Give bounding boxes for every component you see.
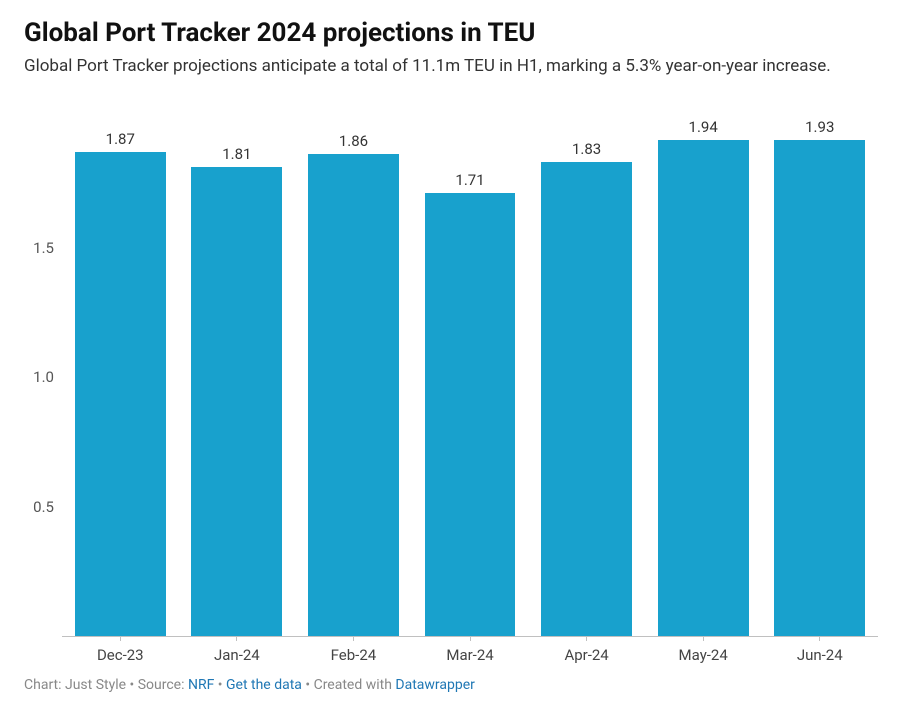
bar-rect — [541, 162, 632, 636]
x-tick-label: Mar-24 — [446, 646, 493, 664]
bar-slot: 1.83 Apr-24 — [528, 118, 645, 636]
footer-source-link[interactable]: NRF — [188, 677, 214, 693]
x-tick-label: May-24 — [679, 646, 728, 664]
y-tick-label: 1.5 — [33, 239, 62, 257]
bar-value-label: 1.93 — [805, 118, 834, 136]
x-tick-label: Apr-24 — [564, 646, 608, 664]
bar-rect — [75, 152, 166, 636]
bar-value-label: 1.87 — [106, 130, 135, 148]
x-tick-mark — [353, 636, 354, 641]
footer-created-prefix: Created with — [314, 677, 396, 693]
x-tick-label: Jan-24 — [214, 646, 260, 664]
bar-slot: 1.86 Feb-24 — [295, 118, 412, 636]
footer-datawrapper-link[interactable]: Datawrapper — [395, 677, 475, 693]
footer-chart-prefix: Chart: — [24, 677, 65, 693]
bar-value-label: 1.86 — [339, 132, 368, 150]
bar-slot: 1.87 Dec-23 — [62, 118, 179, 636]
x-tick-mark — [703, 636, 704, 641]
plot-region: 0.5 1.0 1.5 1.87 Dec-23 1.81 — [62, 118, 878, 637]
x-tick-mark — [819, 636, 820, 641]
chart-container: Global Port Tracker 2024 projections in … — [0, 0, 902, 707]
x-tick-label: Jun-24 — [797, 646, 843, 664]
bar-rect — [658, 140, 749, 636]
bar-rect — [308, 154, 399, 636]
footer-source-prefix: Source: — [138, 677, 188, 693]
bar-rect — [774, 140, 865, 636]
footer-separator: • — [126, 677, 138, 693]
y-tick-label: 1.0 — [33, 368, 62, 386]
bar-slot: 1.93 Jun-24 — [761, 118, 878, 636]
x-tick-mark — [586, 636, 587, 641]
footer-chart-credit: Just Style — [65, 677, 126, 693]
chart-subtitle: Global Port Tracker projections anticipa… — [24, 55, 878, 78]
bar-slot: 1.71 Mar-24 — [412, 118, 529, 636]
chart-title: Global Port Tracker 2024 projections in … — [24, 18, 878, 49]
bar-value-label: 1.83 — [572, 140, 601, 158]
x-tick-mark — [120, 636, 121, 641]
chart-area: 0.5 1.0 1.5 1.87 Dec-23 1.81 — [24, 88, 878, 669]
bar-value-label: 1.71 — [455, 171, 484, 189]
bar-value-label: 1.81 — [222, 145, 251, 163]
x-tick-mark — [236, 636, 237, 641]
bar-rect — [425, 193, 516, 636]
bar-slot: 1.94 May-24 — [645, 118, 762, 636]
footer-separator: • — [302, 677, 314, 693]
bar-value-label: 1.94 — [689, 118, 718, 136]
x-tick-label: Dec-23 — [97, 646, 144, 664]
footer-get-data-link[interactable]: Get the data — [226, 677, 302, 693]
footer-separator: • — [214, 677, 226, 693]
chart-footer: Chart: Just Style • Source: NRF • Get th… — [24, 677, 878, 693]
y-tick-label: 0.5 — [33, 498, 62, 516]
bar-rect — [191, 167, 282, 636]
bar-slot: 1.81 Jan-24 — [179, 118, 296, 636]
x-tick-mark — [470, 636, 471, 641]
x-tick-label: Feb-24 — [331, 646, 377, 664]
bars-group: 1.87 Dec-23 1.81 Jan-24 1.86 Feb-24 — [62, 118, 878, 636]
